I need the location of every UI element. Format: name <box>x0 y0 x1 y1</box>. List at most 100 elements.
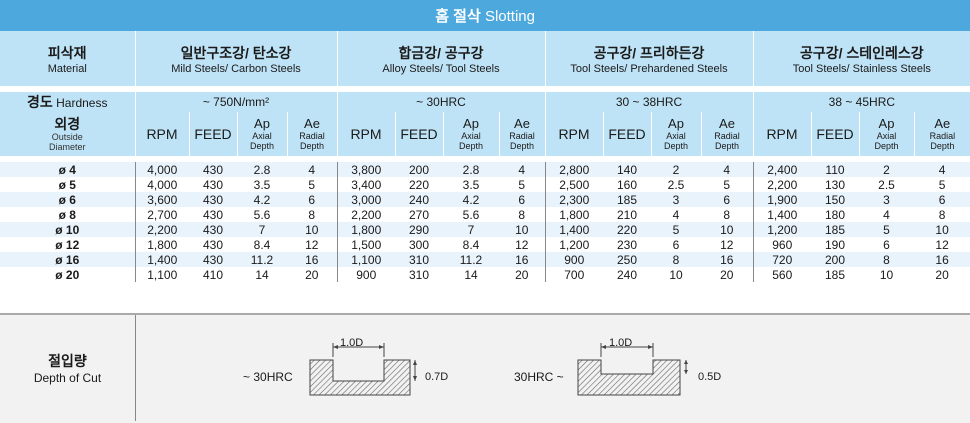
col-header-ae-text: Depth <box>702 141 753 151</box>
value-cell: 4 <box>651 207 701 222</box>
value-cell: 2,200 <box>135 222 189 237</box>
group-2-ko: 합금강/ 공구강 <box>338 43 545 63</box>
hardness-value-4: 38 ~ 45HRC <box>753 92 970 112</box>
value-cell: 185 <box>811 222 859 237</box>
value-cell: 8.4 <box>237 237 287 252</box>
col-header-rpm-text: RPM <box>136 126 189 142</box>
value-cell: 10 <box>859 267 914 282</box>
title-en: Slotting <box>485 8 535 25</box>
value-cell: 5 <box>859 222 914 237</box>
hardness-label-ko: 경도 <box>27 94 53 110</box>
col-header-ap-text: Ap <box>652 117 701 131</box>
col-header-ap-text: Depth <box>444 141 499 151</box>
diameter-label-en1: Outside <box>0 132 135 142</box>
depth-label-a: 0.7D <box>425 371 448 383</box>
col-header-feed: FEED <box>811 112 859 156</box>
hardness-label-en: Hardness <box>56 96 107 110</box>
group-header-1: 일반구조강/ 탄소강 Mild Steels/ Carbon Steels <box>135 31 337 86</box>
value-cell: 220 <box>603 222 651 237</box>
value-cell: 160 <box>603 177 651 192</box>
group-4-ko: 공구강/ 스테인레스강 <box>754 43 970 63</box>
col-header-ap-text: Ap <box>238 117 287 131</box>
value-cell: 4 <box>287 162 337 177</box>
value-cell: 5 <box>701 177 753 192</box>
slot-diagram-a <box>305 335 445 405</box>
value-cell: 430 <box>189 252 237 267</box>
value-cell: 12 <box>914 237 970 252</box>
depth-of-cut-label-ko: 절입량 <box>48 351 87 371</box>
value-cell: 1,200 <box>545 237 603 252</box>
value-cell: 4.2 <box>237 192 287 207</box>
value-cell: 11.2 <box>443 252 499 267</box>
value-cell: 3,000 <box>337 192 395 207</box>
group-header-3: 공구강/ 프리하든강 Tool Steels/ Prehardened Stee… <box>545 31 753 86</box>
value-cell: 12 <box>287 237 337 252</box>
diameter-cell: ø 5 <box>0 177 135 192</box>
value-cell: 6 <box>859 237 914 252</box>
value-cell: 2,300 <box>545 192 603 207</box>
diameter-cell: ø 10 <box>0 222 135 237</box>
col-header-ae-text: Ae <box>288 117 337 131</box>
value-cell: 16 <box>287 252 337 267</box>
material-label-en: Material <box>0 63 135 75</box>
col-header-rpm: RPM <box>753 112 811 156</box>
value-cell: 8 <box>651 252 701 267</box>
col-header-ae-text: Radial <box>500 131 545 141</box>
value-cell: 2.8 <box>443 162 499 177</box>
value-cell: 3,800 <box>337 162 395 177</box>
value-cell: 5.6 <box>237 207 287 222</box>
col-header-ae-text: Ae <box>702 117 753 131</box>
value-cell: 200 <box>395 162 443 177</box>
value-cell: 310 <box>395 252 443 267</box>
value-cell: 4.2 <box>443 192 499 207</box>
slot-diagram-b <box>573 335 713 405</box>
range-b-label: 30HRC ~ <box>514 370 564 384</box>
value-cell: 8.4 <box>443 237 499 252</box>
group-header-2: 합금강/ 공구강 Alloy Steels/ Tool Steels <box>337 31 545 86</box>
value-cell: 900 <box>545 252 603 267</box>
hardness-value-1: ~ 750N/mm² <box>135 92 337 112</box>
value-cell: 3 <box>651 192 701 207</box>
value-cell: 20 <box>914 267 970 282</box>
value-cell: 2.5 <box>651 177 701 192</box>
col-header-ap-text: Axial <box>444 131 499 141</box>
value-cell: 6 <box>499 192 545 207</box>
col-header-feed-text: FEED <box>604 126 651 142</box>
col-header-rpm-text: RPM <box>338 126 395 142</box>
value-cell: 2.5 <box>859 177 914 192</box>
value-cell: 2,400 <box>753 162 811 177</box>
diameter-label-en2: Diameter <box>0 142 135 152</box>
group-3-en: Tool Steels/ Prehardened Steels <box>546 63 753 75</box>
col-header-ap-text: Depth <box>238 141 287 151</box>
col-header-ae-text: Depth <box>915 141 970 151</box>
col-header-rpm: RPM <box>337 112 395 156</box>
value-cell: 3,400 <box>337 177 395 192</box>
value-cell: 430 <box>189 177 237 192</box>
col-header-feed: FEED <box>189 112 237 156</box>
value-cell: 310 <box>395 267 443 282</box>
value-cell: 220 <box>395 177 443 192</box>
value-cell: 8 <box>287 207 337 222</box>
col-header-ap-text: Ap <box>444 117 499 131</box>
value-cell: 4 <box>701 162 753 177</box>
value-cell: 2.8 <box>237 162 287 177</box>
value-cell: 200 <box>811 252 859 267</box>
col-header-ap-text: Depth <box>652 141 701 151</box>
value-cell: 1,900 <box>753 192 811 207</box>
table-title: 홈 절삭 Slotting <box>0 0 970 31</box>
value-cell: 5 <box>287 177 337 192</box>
value-cell: 20 <box>287 267 337 282</box>
value-cell: 8 <box>859 252 914 267</box>
diameter-cell: ø 16 <box>0 252 135 267</box>
value-cell: 10 <box>499 222 545 237</box>
value-cell: 290 <box>395 222 443 237</box>
value-cell: 16 <box>701 252 753 267</box>
